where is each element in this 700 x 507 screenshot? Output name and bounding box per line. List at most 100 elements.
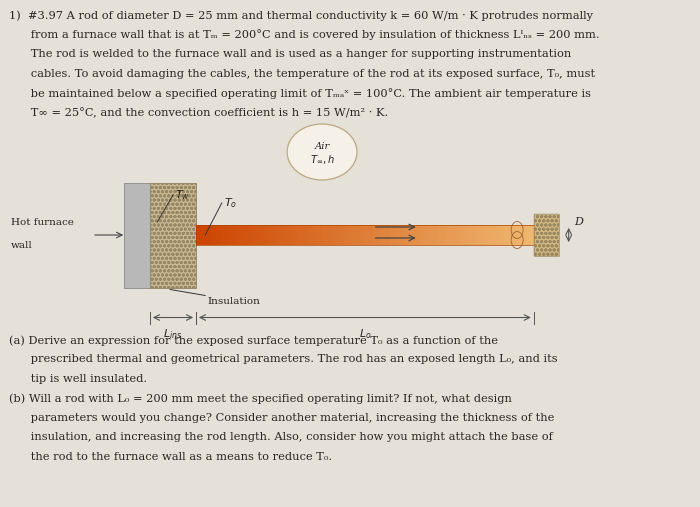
Text: Hot furnace: Hot furnace xyxy=(11,218,74,227)
Bar xyxy=(517,225,522,245)
Bar xyxy=(483,225,487,245)
Bar xyxy=(196,225,533,245)
Bar xyxy=(251,225,256,245)
Text: T∞ = 25°C, and the convection coefficient is h = 15 W/m² · K.: T∞ = 25°C, and the convection coefficien… xyxy=(9,107,389,118)
Bar xyxy=(487,225,492,245)
Bar xyxy=(533,214,559,256)
Bar xyxy=(466,225,470,245)
Bar xyxy=(398,225,403,245)
Bar xyxy=(504,225,509,245)
Bar xyxy=(458,225,462,245)
Text: cables. To avoid damaging the cables, the temperature of the rod at its exposed : cables. To avoid damaging the cables, th… xyxy=(9,68,595,79)
Bar xyxy=(234,225,239,245)
Text: Insulation: Insulation xyxy=(207,298,260,307)
Bar xyxy=(352,225,357,245)
Bar xyxy=(272,225,276,245)
Bar xyxy=(369,225,374,245)
Text: tip is well insulated.: tip is well insulated. xyxy=(9,374,147,384)
Bar xyxy=(263,225,268,245)
Bar xyxy=(340,225,344,245)
Bar xyxy=(150,183,196,287)
Bar xyxy=(246,225,251,245)
Bar xyxy=(407,225,412,245)
Bar xyxy=(335,225,340,245)
Bar xyxy=(382,225,386,245)
Bar xyxy=(445,225,449,245)
Text: insulation, and increasing the rod length. Also, consider how you might attach t: insulation, and increasing the rod lengt… xyxy=(9,432,553,443)
Bar xyxy=(310,225,314,245)
Bar xyxy=(373,225,378,245)
Bar xyxy=(242,225,247,245)
Bar xyxy=(416,225,420,245)
Bar xyxy=(209,225,214,245)
Bar xyxy=(217,225,222,245)
Text: $T_o$: $T_o$ xyxy=(223,196,237,210)
Bar xyxy=(433,225,437,245)
Bar xyxy=(281,225,285,245)
Bar xyxy=(356,225,361,245)
Bar xyxy=(512,225,517,245)
Bar xyxy=(204,225,209,245)
Text: $T_w$: $T_w$ xyxy=(175,188,190,202)
Bar xyxy=(521,225,526,245)
Bar xyxy=(221,225,226,245)
Bar xyxy=(412,225,416,245)
Bar xyxy=(344,225,348,245)
Bar xyxy=(479,225,483,245)
Bar xyxy=(529,225,534,245)
Text: prescribed thermal and geometrical parameters. The rod has an exposed length L₀,: prescribed thermal and geometrical param… xyxy=(9,354,558,365)
Bar xyxy=(365,225,370,245)
Bar xyxy=(306,225,310,245)
Bar xyxy=(238,225,243,245)
Bar xyxy=(454,225,458,245)
Bar xyxy=(402,225,407,245)
Bar xyxy=(268,225,272,245)
Text: (a) Derive an expression for the exposed surface temperature T₀ as a function of: (a) Derive an expression for the exposed… xyxy=(9,335,498,346)
Bar xyxy=(441,225,445,245)
Bar xyxy=(225,225,230,245)
Bar xyxy=(500,225,505,245)
Bar xyxy=(293,225,298,245)
Text: the rod to the furnace wall as a means to reduce T₀.: the rod to the furnace wall as a means t… xyxy=(9,452,332,462)
Bar xyxy=(496,225,500,245)
Bar xyxy=(475,225,479,245)
Bar xyxy=(533,214,559,256)
Text: D: D xyxy=(574,217,583,227)
Bar xyxy=(331,225,335,245)
Bar xyxy=(298,225,302,245)
Bar xyxy=(323,225,327,245)
Bar xyxy=(508,225,513,245)
Text: (b) Will a rod with L₀ = 200 mm meet the specified operating limit? If not, what: (b) Will a rod with L₀ = 200 mm meet the… xyxy=(9,393,512,404)
Text: $L_{ins}$: $L_{ins}$ xyxy=(163,328,183,341)
Bar xyxy=(449,225,454,245)
Text: parameters would you change? Consider another material, increasing the thickness: parameters would you change? Consider an… xyxy=(9,413,554,423)
Bar xyxy=(437,225,441,245)
Text: The rod is welded to the furnace wall and is used as a hanger for supporting ins: The rod is welded to the furnace wall an… xyxy=(9,49,571,59)
Bar xyxy=(348,225,353,245)
Bar xyxy=(289,225,293,245)
Bar xyxy=(428,225,433,245)
Bar xyxy=(230,225,235,245)
Bar xyxy=(394,225,399,245)
Bar xyxy=(213,225,218,245)
Text: Air: Air xyxy=(314,141,330,151)
Bar xyxy=(420,225,424,245)
Bar xyxy=(200,225,204,245)
Bar xyxy=(259,225,264,245)
Text: from a furnace wall that is at Tₘ = 200°C and is covered by insulation of thickn: from a furnace wall that is at Tₘ = 200°… xyxy=(9,29,600,41)
Bar xyxy=(424,225,428,245)
Bar xyxy=(196,225,200,245)
Ellipse shape xyxy=(287,124,357,180)
Bar xyxy=(314,225,318,245)
Bar xyxy=(360,225,365,245)
Bar xyxy=(124,183,150,287)
Bar xyxy=(276,225,281,245)
Bar xyxy=(386,225,391,245)
Bar xyxy=(470,225,475,245)
Text: be maintained below a specified operating limit of Tₘₐˣ = 100°C. The ambient air: be maintained below a specified operatin… xyxy=(9,88,592,99)
Bar xyxy=(302,225,306,245)
Text: $L_o$: $L_o$ xyxy=(358,328,371,341)
Bar xyxy=(525,225,530,245)
Bar xyxy=(462,225,466,245)
Text: wall: wall xyxy=(11,240,33,249)
